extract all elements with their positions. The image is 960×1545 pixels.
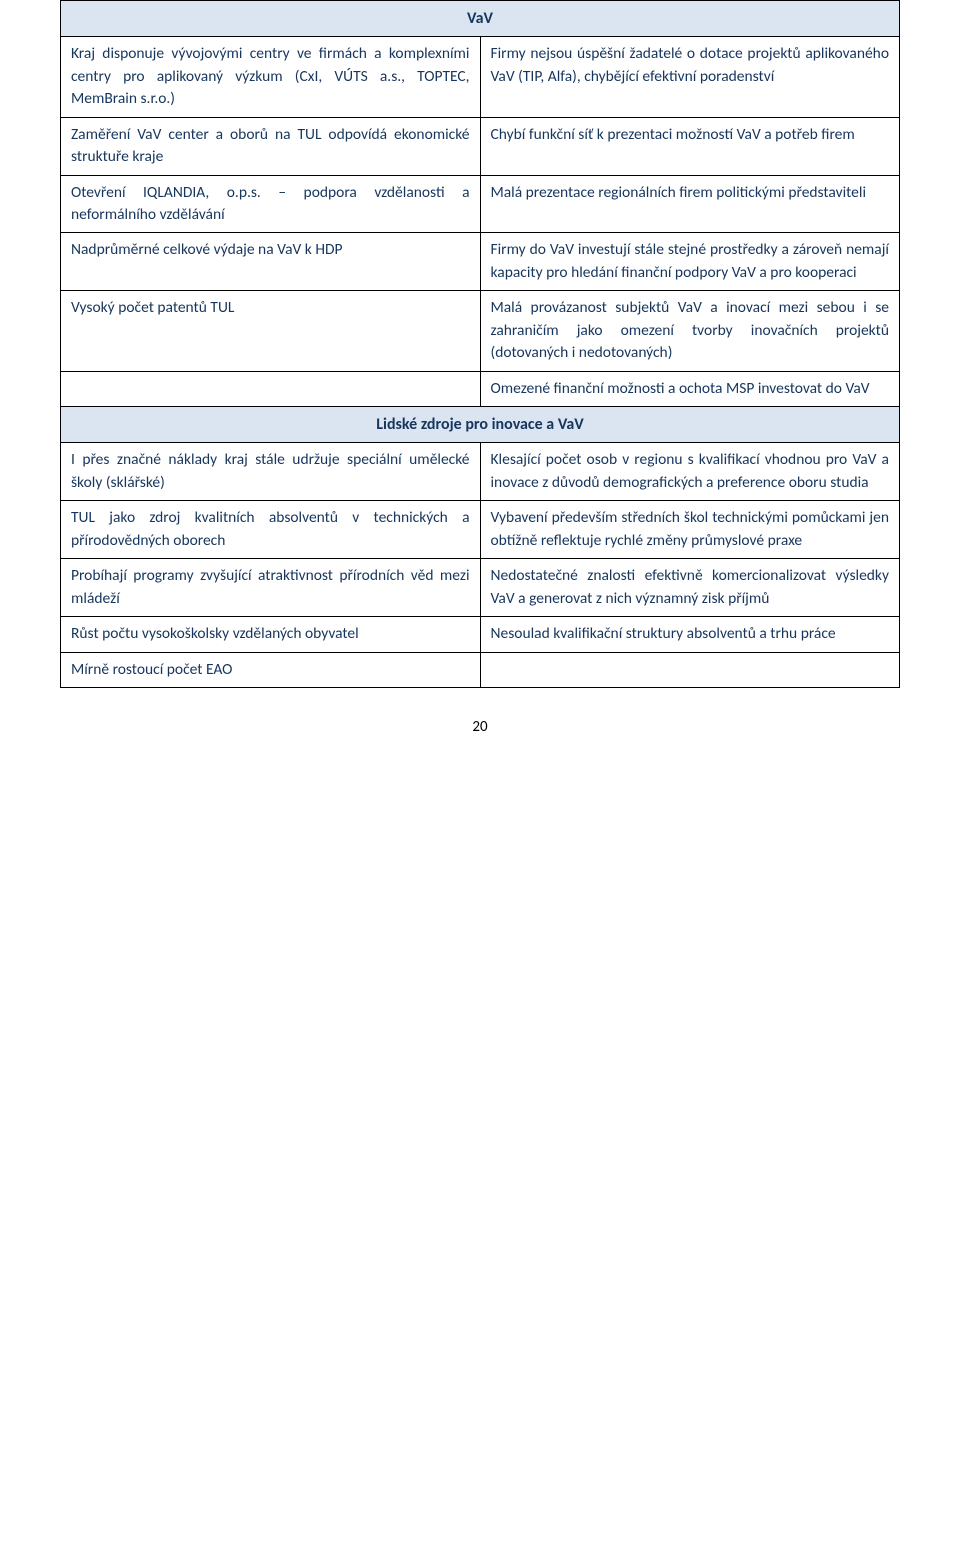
cell-right-empty [480, 652, 900, 687]
section-header: VaV [61, 1, 900, 37]
table-row: Lidské zdroje pro inovace a VaV [61, 407, 900, 443]
cell-right: Malá provázanost subjektů VaV a inovací … [480, 291, 900, 371]
table-row: Probíhají programy zvyšující atraktivnos… [61, 559, 900, 617]
cell-right: Nedostatečné znalosti efektivně komercio… [480, 559, 900, 617]
cell-left: I přes značné náklady kraj stále udržuje… [61, 443, 481, 501]
page-number: 20 [60, 718, 900, 736]
cell-right: Malá prezentace regionálních firem polit… [480, 175, 900, 233]
table-row: Omezené finanční možnosti a ochota MSP i… [61, 371, 900, 406]
cell-left: Vysoký počet patentů TUL [61, 291, 481, 371]
table-row: VaV [61, 1, 900, 37]
swot-table: VaV Kraj disponuje vývojovými centry ve … [60, 0, 900, 688]
cell-right: Omezené finanční možnosti a ochota MSP i… [480, 371, 900, 406]
document-page: VaV Kraj disponuje vývojovými centry ve … [0, 0, 960, 776]
cell-right: Chybí funkční síť k prezentaci možností … [480, 117, 900, 175]
cell-right: Nesoulad kvalifikační struktury absolven… [480, 617, 900, 652]
cell-left: Zaměření VaV center a oborů na TUL odpov… [61, 117, 481, 175]
table-row: Zaměření VaV center a oborů na TUL odpov… [61, 117, 900, 175]
cell-right: Firmy nejsou úspěšní žadatelé o dotace p… [480, 37, 900, 117]
table-row: Kraj disponuje vývojovými centry ve firm… [61, 37, 900, 117]
cell-right: Vybavení především středních škol techni… [480, 501, 900, 559]
table-row: Otevření IQLANDIA, o.p.s. – podpora vzdě… [61, 175, 900, 233]
cell-right: Klesající počet osob v regionu s kvalifi… [480, 443, 900, 501]
table-row: Nadprůměrné celkové výdaje na VaV k HDP … [61, 233, 900, 291]
table-row: Růst počtu vysokoškolsky vzdělaných obyv… [61, 617, 900, 652]
cell-left: Nadprůměrné celkové výdaje na VaV k HDP [61, 233, 481, 291]
cell-left: Kraj disponuje vývojovými centry ve firm… [61, 37, 481, 117]
section-header: Lidské zdroje pro inovace a VaV [61, 407, 900, 443]
cell-left-empty [61, 371, 481, 406]
cell-left: Růst počtu vysokoškolsky vzdělaných obyv… [61, 617, 481, 652]
cell-left: TUL jako zdroj kvalitních absolventů v t… [61, 501, 481, 559]
cell-left: Mírně rostoucí počet EAO [61, 652, 481, 687]
table-row: Mírně rostoucí počet EAO [61, 652, 900, 687]
cell-right: Firmy do VaV investují stále stejné pros… [480, 233, 900, 291]
table-row: Vysoký počet patentů TUL Malá provázanos… [61, 291, 900, 371]
table-row: TUL jako zdroj kvalitních absolventů v t… [61, 501, 900, 559]
cell-left: Otevření IQLANDIA, o.p.s. – podpora vzdě… [61, 175, 481, 233]
table-row: I přes značné náklady kraj stále udržuje… [61, 443, 900, 501]
cell-left: Probíhají programy zvyšující atraktivnos… [61, 559, 481, 617]
